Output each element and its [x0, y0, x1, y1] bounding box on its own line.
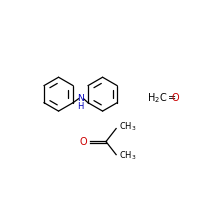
Text: H: H	[77, 102, 84, 111]
Text: CH$_3$: CH$_3$	[119, 150, 136, 162]
Text: O: O	[172, 94, 179, 103]
Text: CH$_3$: CH$_3$	[119, 121, 136, 134]
Text: N: N	[77, 94, 84, 103]
Text: H$_2$C$=$: H$_2$C$=$	[147, 92, 177, 105]
Text: O: O	[79, 137, 87, 147]
